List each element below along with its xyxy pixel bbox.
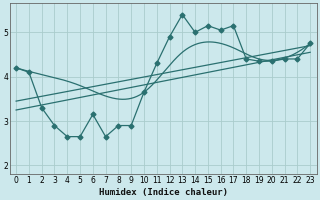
X-axis label: Humidex (Indice chaleur): Humidex (Indice chaleur)	[99, 188, 228, 197]
